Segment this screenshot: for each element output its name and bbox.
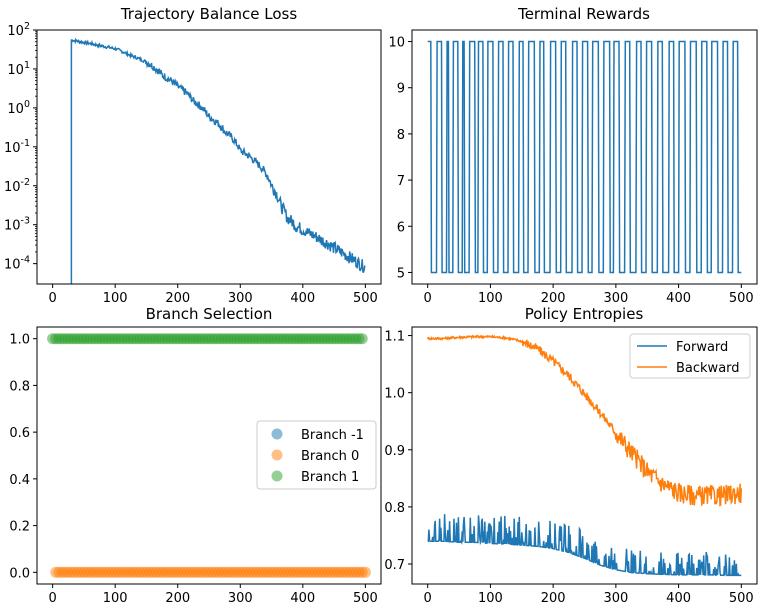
x-tick-label: 200 bbox=[165, 291, 190, 306]
x-tick-label: 200 bbox=[541, 291, 566, 306]
panel-policy-entropies: Policy Entropies 0 100 200 300 400 500 0.7 0.8… bbox=[384, 305, 758, 606]
y-tick-label: 9 bbox=[397, 82, 405, 97]
series-line-backward bbox=[426, 334, 743, 507]
legend: Forward Backward bbox=[629, 333, 751, 379]
chart-title: Trajectory Balance Loss bbox=[120, 5, 298, 23]
legend-marker-branch-1 bbox=[271, 470, 283, 482]
data-layer bbox=[70, 37, 366, 284]
y-tick-label: 1.0 bbox=[384, 387, 405, 402]
y-tick-label: 101 bbox=[7, 60, 30, 78]
y-tick-label: 10-1 bbox=[4, 138, 30, 156]
y-ticks: 0.0 0.2 0.4 0.6 0.8 1.0 bbox=[9, 333, 37, 581]
plot-area bbox=[427, 40, 742, 274]
axes-frame bbox=[411, 29, 758, 285]
x-tick-label: 400 bbox=[666, 591, 691, 606]
x-tick-label: 500 bbox=[353, 591, 378, 606]
y-tick-label: 10-3 bbox=[4, 216, 30, 234]
x-tick-label: 500 bbox=[353, 291, 378, 306]
y-tick-label: 1.1 bbox=[384, 330, 405, 345]
data-layer bbox=[426, 334, 743, 577]
chart-title: Terminal Rewards bbox=[517, 5, 650, 23]
legend-marker-branch-0 bbox=[271, 449, 283, 461]
y-tick-label: 0.4 bbox=[9, 473, 30, 488]
chart-title: Policy Entropies bbox=[525, 305, 644, 323]
legend-label-branch-minus-1: Branch -1 bbox=[301, 428, 364, 443]
y-tick-label: 1.0 bbox=[9, 333, 30, 348]
legend-box bbox=[256, 420, 377, 490]
x-ticks: 0 100 200 300 400 500 bbox=[48, 584, 378, 606]
x-tick-label: 300 bbox=[603, 291, 628, 306]
x-tick-label: 200 bbox=[541, 591, 566, 606]
x-ticks: 0 100 200 300 400 500 bbox=[424, 584, 754, 606]
y-tick-label: 0.9 bbox=[384, 444, 405, 459]
legend-label-backward: Backward bbox=[676, 361, 740, 376]
x-tick-label: 200 bbox=[165, 591, 190, 606]
x-tick-label: 100 bbox=[478, 591, 503, 606]
y-tick-label: 0.0 bbox=[9, 566, 30, 581]
x-tick-label: 300 bbox=[603, 591, 628, 606]
panel-branch-selection: Branch Selection 0 100 200 300 400 500 0.0 0.2… bbox=[9, 305, 382, 606]
scatter-point-branch-0 bbox=[359, 566, 371, 578]
x-tick-label: 100 bbox=[103, 591, 128, 606]
x-tick-label: 400 bbox=[290, 291, 315, 306]
y-tick-label: 0.7 bbox=[384, 558, 405, 573]
data-layer bbox=[427, 40, 742, 274]
y-tick-label: 6 bbox=[397, 220, 405, 235]
y-tick-label: 102 bbox=[7, 21, 30, 39]
plot-area bbox=[426, 334, 743, 577]
x-tick-label: 500 bbox=[729, 291, 754, 306]
x-tick-label: 500 bbox=[729, 591, 754, 606]
axes-frame bbox=[36, 29, 382, 285]
x-tick-label: 400 bbox=[666, 291, 691, 306]
x-tick-label: 0 bbox=[424, 591, 432, 606]
x-tick-label: 400 bbox=[290, 591, 315, 606]
y-tick-label: 10 bbox=[388, 36, 405, 51]
y-ticks: 0.7 0.8 0.9 1.0 1.1 bbox=[384, 330, 412, 573]
x-tick-label: 100 bbox=[103, 291, 128, 306]
x-ticks: 0 100 200 300 400 500 bbox=[48, 284, 378, 306]
axes-frame bbox=[36, 326, 382, 585]
legend: Branch -1 Branch 0 Branch 1 bbox=[256, 420, 377, 490]
legend-label-branch-0: Branch 0 bbox=[301, 449, 359, 464]
x-tick-label: 100 bbox=[478, 291, 503, 306]
series-line-forward bbox=[427, 514, 742, 577]
y-tick-label: 10-4 bbox=[4, 255, 30, 273]
plot-area bbox=[47, 333, 371, 578]
series-line-loss bbox=[70, 37, 366, 284]
panel-trajectory-balance-loss: Trajectory Balance Loss 0 100 200 300 400 500… bbox=[4, 5, 382, 306]
x-tick-label: 300 bbox=[228, 591, 253, 606]
x-tick-label: 0 bbox=[48, 291, 56, 306]
y-tick-label: 10-2 bbox=[4, 177, 30, 195]
y-tick-label: 0.6 bbox=[9, 426, 30, 441]
y-tick-label: 7 bbox=[397, 174, 405, 189]
legend-marker-branch-minus-1 bbox=[271, 428, 283, 440]
x-tick-label: 0 bbox=[424, 291, 432, 306]
series-line-rewards bbox=[427, 40, 742, 274]
axes-frame bbox=[411, 326, 758, 585]
x-tick-label: 0 bbox=[48, 591, 56, 606]
scatter-point-branch-1 bbox=[356, 333, 368, 345]
chart-title: Branch Selection bbox=[146, 305, 273, 323]
y-ticks: 10-4 10-3 10-2 10-1 100 101 102 bbox=[4, 21, 37, 273]
y-tick-label: 100 bbox=[7, 99, 30, 117]
data-layer bbox=[47, 333, 371, 578]
x-ticks: 0 100 200 300 400 500 bbox=[424, 284, 754, 306]
plot-area bbox=[70, 37, 366, 284]
y-ticks: 5 6 7 8 9 10 bbox=[388, 36, 412, 281]
y-tick-label: 0.8 bbox=[9, 379, 30, 394]
y-tick-label: 0.8 bbox=[384, 501, 405, 516]
legend-label-branch-1: Branch 1 bbox=[301, 470, 359, 485]
x-tick-label: 300 bbox=[228, 291, 253, 306]
y-tick-label: 8 bbox=[397, 128, 405, 143]
y-tick-label: 5 bbox=[397, 266, 405, 281]
legend-label-forward: Forward bbox=[676, 340, 728, 355]
panel-terminal-rewards: Terminal Rewards 0 100 200 300 400 500 5 6 7 8 9 1… bbox=[388, 5, 758, 306]
y-tick-label: 0.2 bbox=[9, 520, 30, 535]
